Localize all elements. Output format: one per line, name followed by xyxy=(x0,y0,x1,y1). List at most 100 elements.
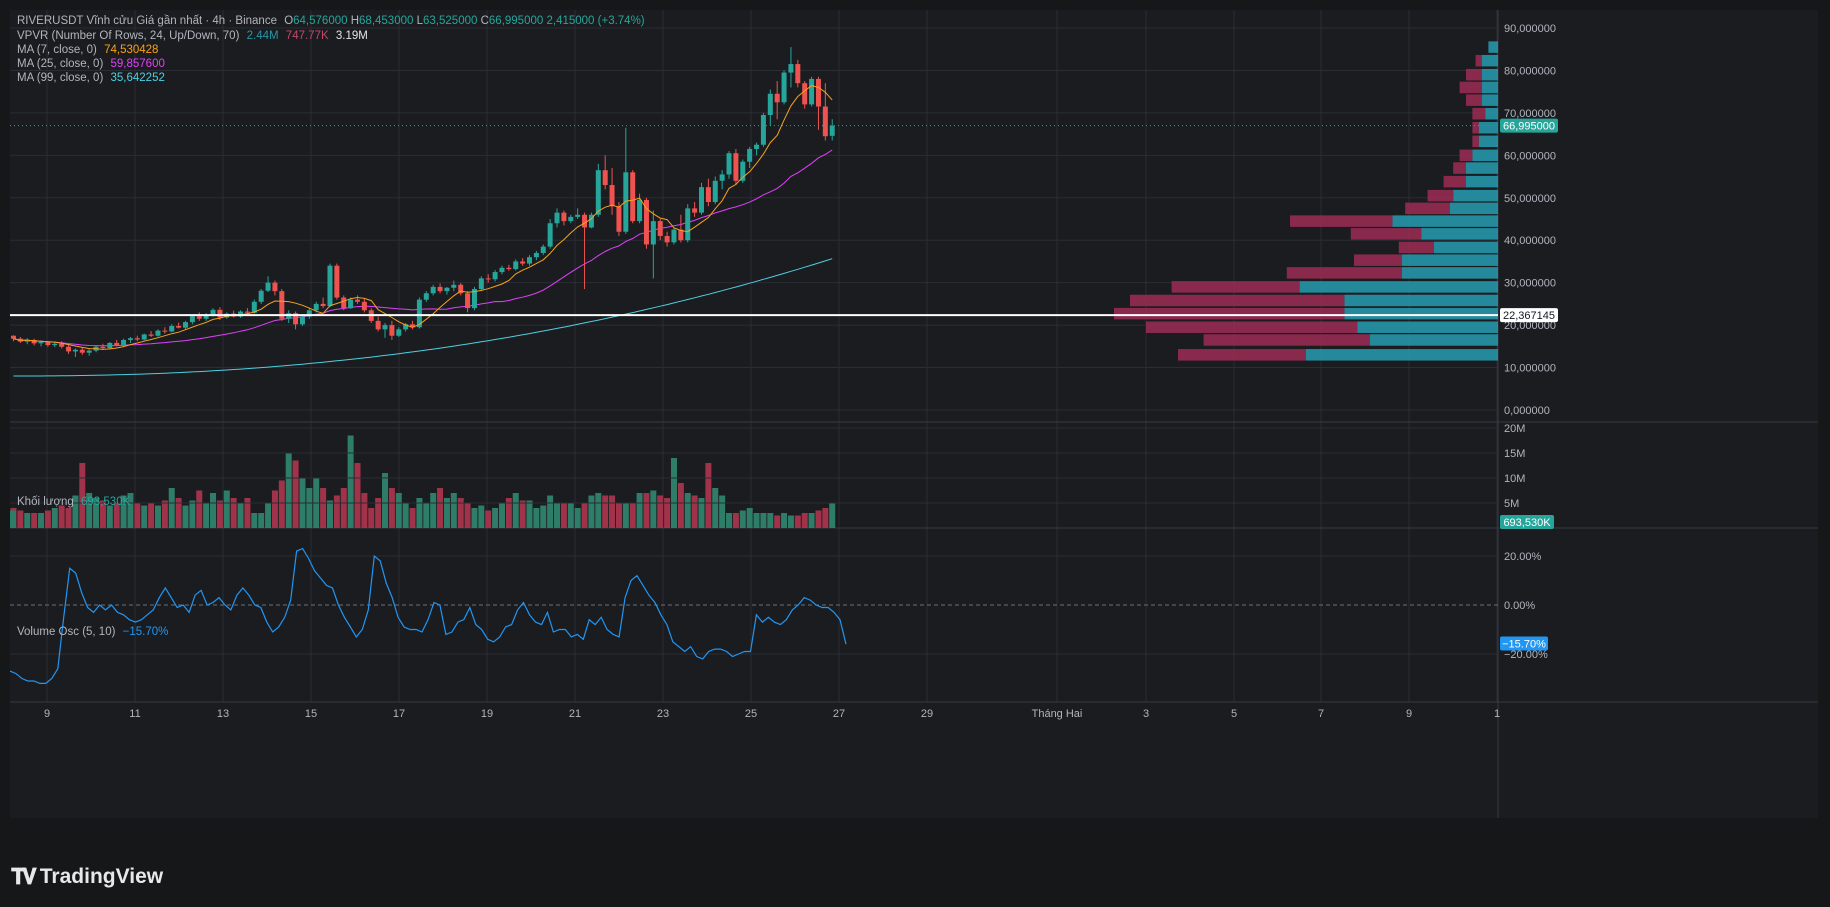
vpvr-up-bar xyxy=(1482,54,1498,67)
volume-bar xyxy=(203,503,210,528)
volume-bar xyxy=(292,460,299,528)
candle-body xyxy=(52,343,58,346)
candle-body xyxy=(499,267,505,273)
volume-bar xyxy=(526,500,533,528)
candle-body xyxy=(127,338,133,340)
tradingview-logo[interactable]: 𝐓𝐕 TradingView xyxy=(11,864,163,890)
candle-body xyxy=(327,265,333,307)
vpvr-total: 3.19M xyxy=(335,30,368,42)
time-axis-label: 25 xyxy=(745,708,757,720)
candle-body xyxy=(781,72,787,103)
candle-body xyxy=(540,246,546,253)
volume-bar xyxy=(93,498,100,528)
volume-bar xyxy=(368,508,375,528)
time-axis-label: 9 xyxy=(44,708,50,720)
volume-bar xyxy=(464,503,471,528)
volume-bar xyxy=(629,503,636,528)
price-axis-label: 50,000000 xyxy=(1504,193,1556,205)
symbol-legend: RIVERUSDT Vĩnh cửu Giá gần nhất · 4h · B… xyxy=(17,15,649,27)
candle-body xyxy=(465,293,471,309)
volume-bar xyxy=(99,500,106,528)
vpvr-legend: VPVR (Number Of Rows, 24, Up/Down, 70) 2… xyxy=(17,30,372,42)
symbol-title[interactable]: RIVERUSDT Vĩnh cửu Giá gần nhất · 4h · B… xyxy=(17,15,277,27)
volume-bar xyxy=(106,505,113,528)
brand-name: TradingView xyxy=(39,865,164,888)
candle-body xyxy=(217,309,223,318)
candle-body xyxy=(637,199,643,222)
vpvr-down-bar xyxy=(1350,228,1422,240)
vpvr-up-bar xyxy=(1421,228,1498,240)
volume-bar xyxy=(540,505,547,528)
time-axis-label: 1 xyxy=(1494,708,1500,720)
vpvr-down-bar xyxy=(1354,254,1402,266)
ma99-label[interactable]: MA (99, close, 0) xyxy=(17,72,104,84)
volume-bar xyxy=(161,500,168,528)
candle-body xyxy=(719,174,725,181)
candle-body xyxy=(437,286,443,292)
volume-bar xyxy=(333,495,340,528)
volume-tag: 693,530K xyxy=(1503,517,1551,529)
candle-body xyxy=(760,115,766,145)
vpvr-up-bar xyxy=(1402,254,1498,266)
osc-value: −15.70% xyxy=(122,626,169,638)
vpvr-up-bar xyxy=(1453,189,1498,202)
volume-bar xyxy=(471,508,478,528)
candle-body xyxy=(107,342,113,349)
volume-bar xyxy=(512,493,519,528)
candle-body xyxy=(244,311,250,313)
volume-bar xyxy=(602,495,609,528)
chart-canvas[interactable]: 90,00000080,00000070,00000060,00000050,0… xyxy=(9,10,1818,818)
ma99-line xyxy=(13,258,833,377)
time-axis-label: 29 xyxy=(921,708,933,720)
volume-bar xyxy=(189,500,196,528)
price-axis-label: 0,000000 xyxy=(1504,405,1550,417)
candle-body xyxy=(430,286,436,294)
vpvr-up-bar xyxy=(1466,162,1498,174)
vpvr-up-bar xyxy=(1370,334,1498,346)
vpvr-down-bar xyxy=(1466,94,1482,106)
open-value: 64,576000 xyxy=(293,15,348,27)
volume-bar xyxy=(478,505,485,528)
candle-body xyxy=(134,338,140,340)
candle-body xyxy=(66,346,72,352)
candle-body xyxy=(162,330,168,332)
candle-body xyxy=(829,125,835,136)
volume-bar xyxy=(485,510,492,528)
osc-label[interactable]: Volume Osc (5, 10) xyxy=(17,626,116,638)
vpvr-up-bar xyxy=(1466,175,1498,188)
volume-bar xyxy=(829,503,836,528)
volume-label[interactable]: Khối lượng xyxy=(17,496,74,508)
candle-body xyxy=(155,330,161,336)
volume-axis-label: 5M xyxy=(1504,498,1519,510)
candle-body xyxy=(114,342,120,346)
volume-bar xyxy=(443,498,450,528)
vpvr-down-bar xyxy=(1398,241,1434,254)
candle-body xyxy=(747,148,753,162)
volume-bar xyxy=(719,495,726,528)
vpvr-label[interactable]: VPVR (Number Of Rows, 24, Up/Down, 70) xyxy=(17,30,240,42)
price-axis-label: 30,000000 xyxy=(1504,278,1556,290)
volume-bar xyxy=(567,503,574,528)
vpvr-up-bar xyxy=(1344,307,1498,320)
volume-bar xyxy=(120,495,127,528)
volume-bar xyxy=(519,500,526,528)
candle-body xyxy=(513,261,519,270)
candle-body xyxy=(59,343,65,347)
candle-body xyxy=(389,325,395,336)
ma7-label[interactable]: MA (7, close, 0) xyxy=(17,44,97,56)
vpvr-up-bar xyxy=(1402,267,1498,279)
volume-bar xyxy=(168,488,175,528)
candle-body xyxy=(630,172,636,222)
time-axis-label: 15 xyxy=(305,708,317,720)
volume-bar xyxy=(492,508,499,528)
price-axis-label: 10,000000 xyxy=(1504,363,1556,375)
candle-body xyxy=(403,324,409,330)
volume-bar xyxy=(258,513,265,528)
candle-body xyxy=(795,64,801,84)
candle-body xyxy=(341,297,347,309)
candle-body xyxy=(733,153,739,181)
chart-area[interactable]: 90,000000 80,000000 70,000000 60,000000 50,0… xyxy=(9,10,1818,818)
candle-body xyxy=(458,284,464,294)
close-label: C xyxy=(480,15,489,27)
ma25-label[interactable]: MA (25, close, 0) xyxy=(17,58,104,70)
